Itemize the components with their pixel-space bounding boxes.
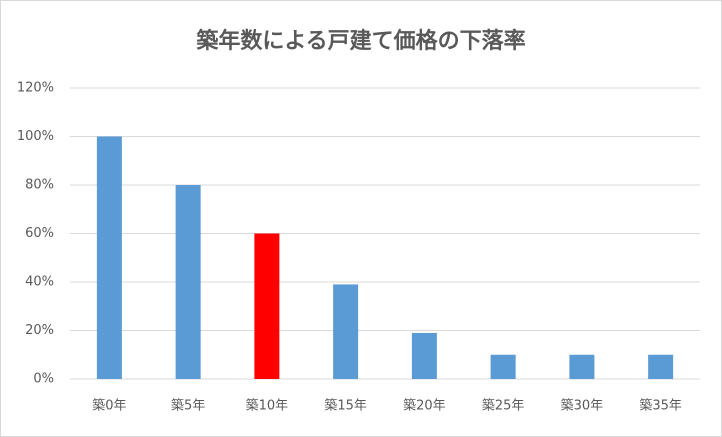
bar [569, 354, 595, 379]
bar [96, 136, 122, 379]
bar [254, 233, 280, 379]
x-tick-label: 築30年 [561, 399, 604, 414]
chart-title: 築年数による戸建て価格の下落率 [195, 28, 525, 54]
y-tick-label: 0% [33, 372, 54, 387]
y-tick-label: 100% [17, 129, 54, 144]
bar [411, 332, 437, 379]
x-tick-label: 築5年 [171, 399, 205, 414]
y-tick-label: 20% [25, 323, 54, 338]
x-tick-label: 築35年 [639, 399, 682, 414]
x-tick-label: 築10年 [246, 399, 289, 414]
x-tick-label: 築20年 [403, 399, 446, 414]
bar [333, 284, 359, 379]
bar [648, 354, 674, 379]
y-tick-label: 80% [25, 178, 54, 193]
y-tick-label: 120% [17, 81, 54, 96]
y-tick-label: 40% [25, 275, 54, 290]
bar [175, 185, 201, 379]
x-tick-label: 築0年 [92, 399, 126, 414]
bar [490, 354, 516, 379]
x-tick-label: 築25年 [482, 399, 525, 414]
y-tick-label: 60% [25, 226, 54, 241]
x-tick-label: 築15年 [324, 399, 367, 414]
